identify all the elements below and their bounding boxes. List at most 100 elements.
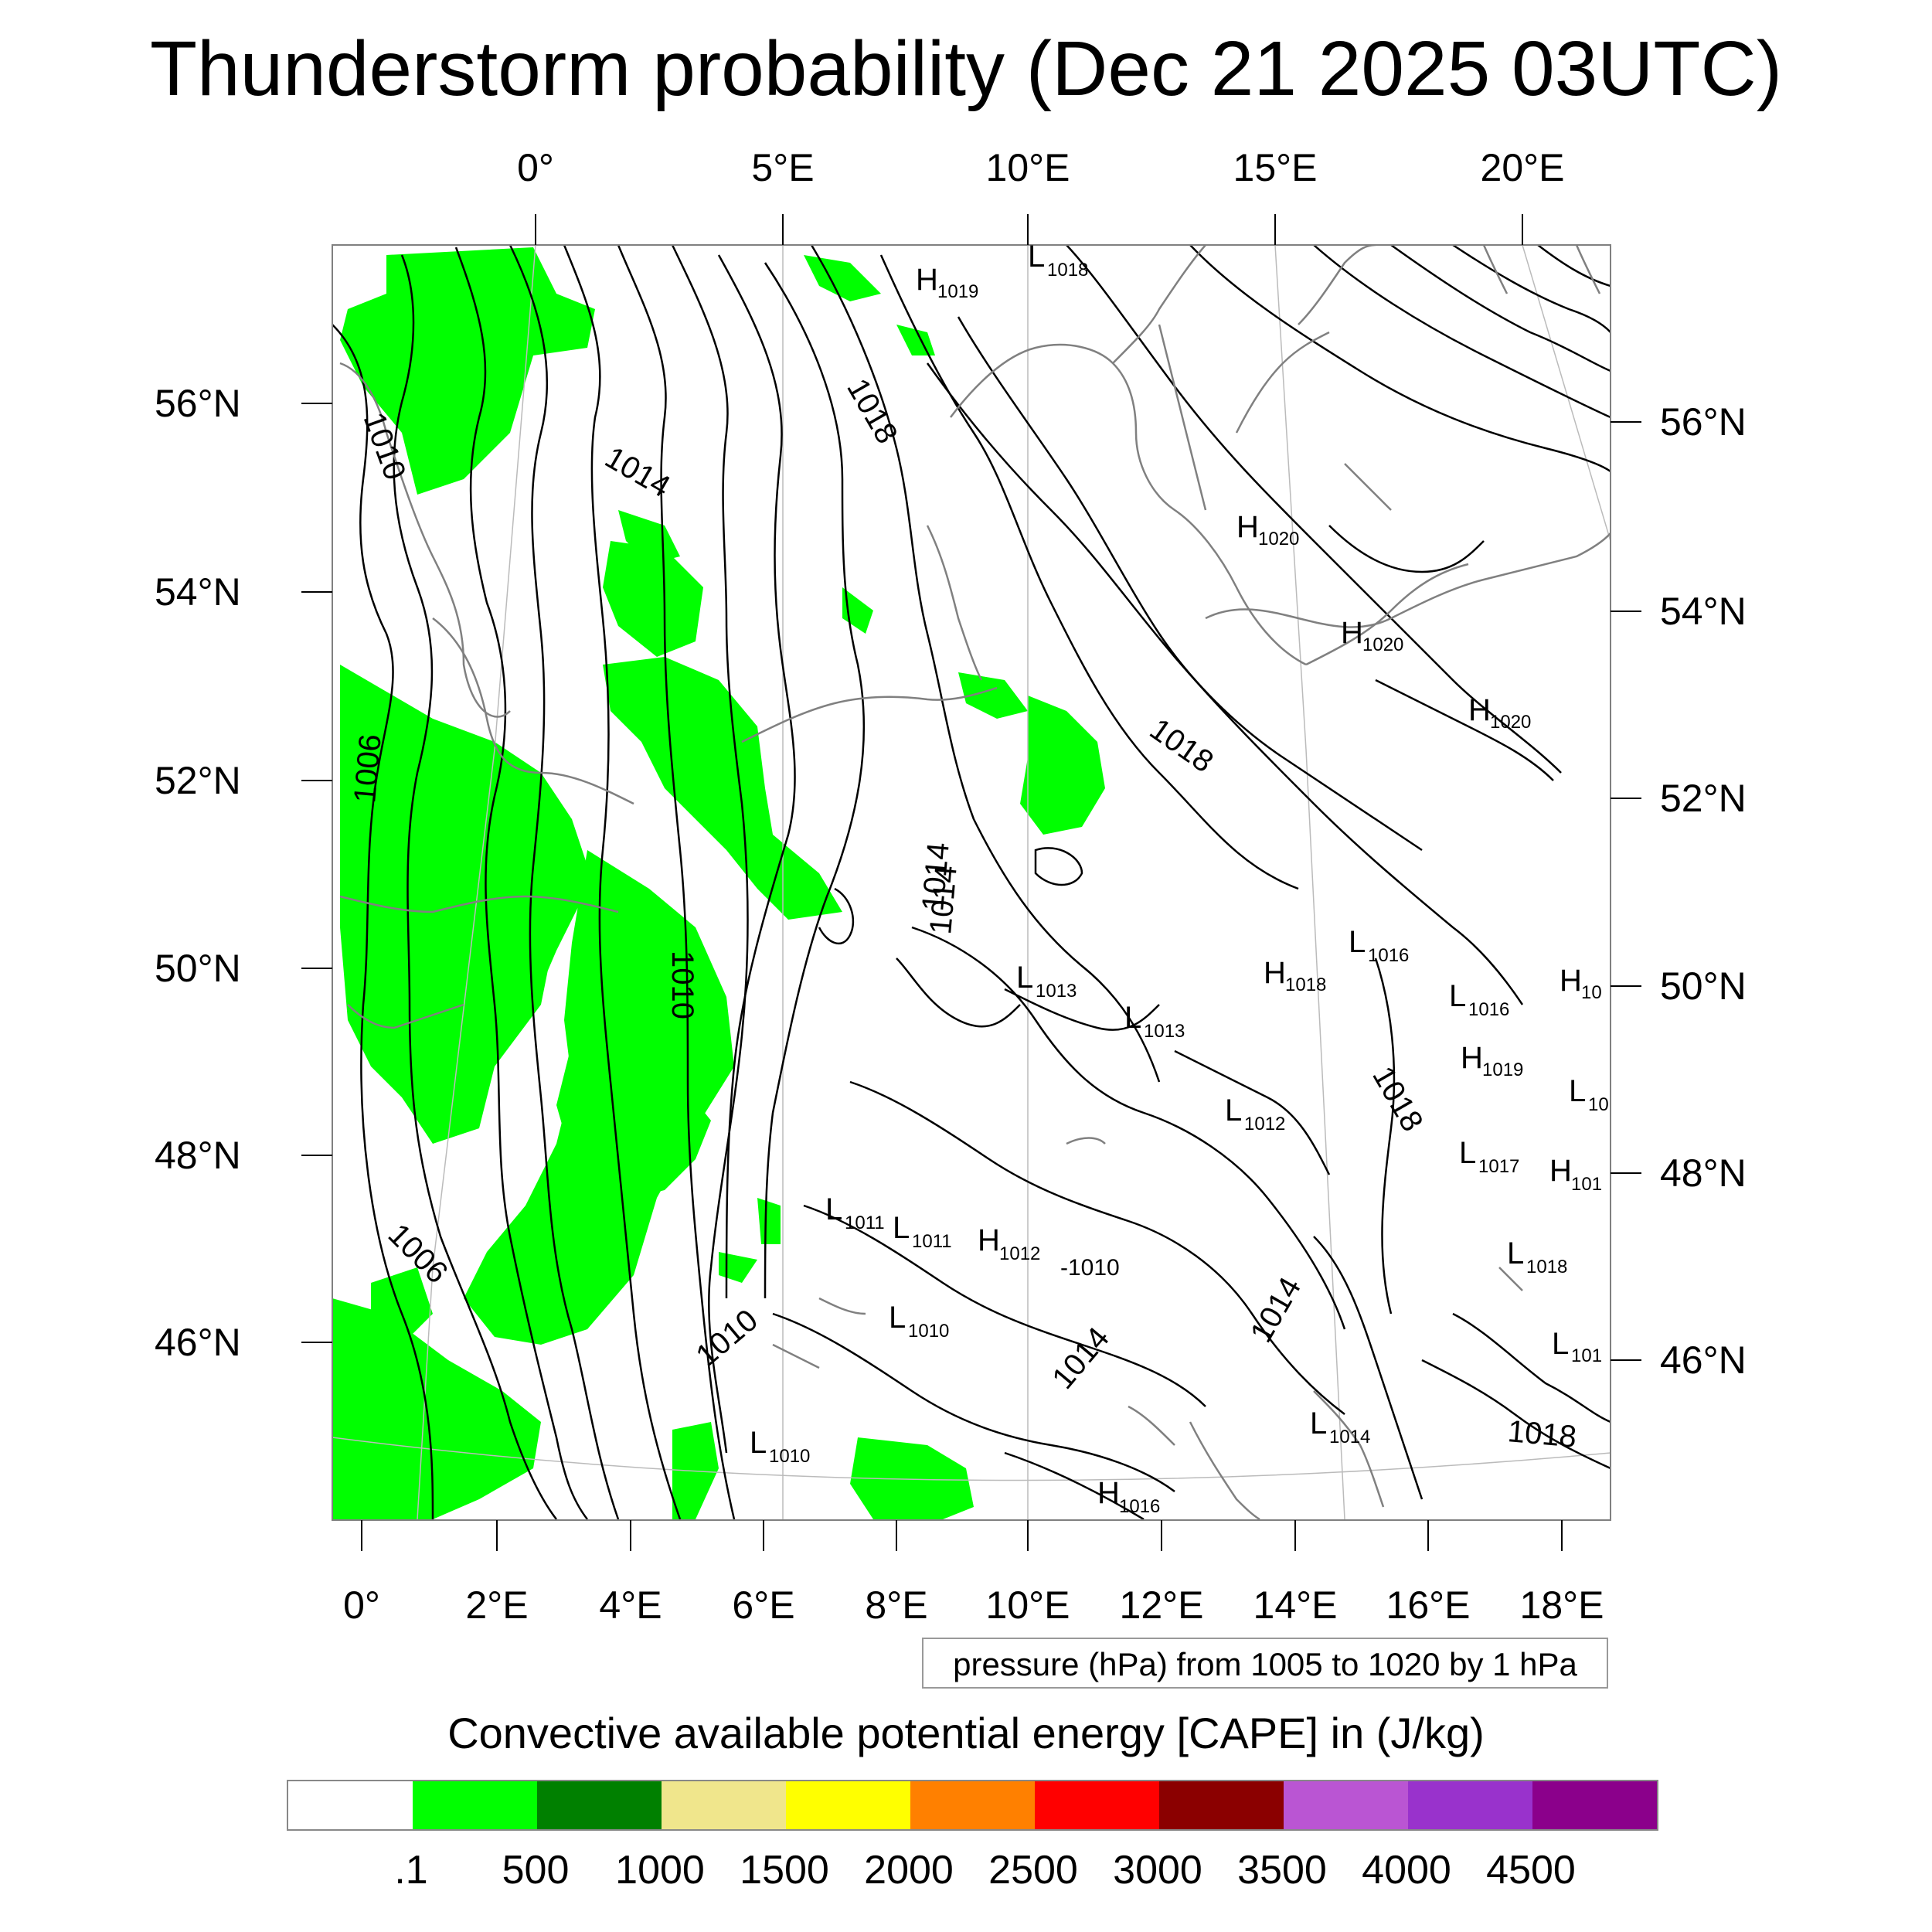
coastline bbox=[1305, 563, 1469, 666]
right-lat-label: 54°N bbox=[1660, 590, 1747, 633]
isobar bbox=[1421, 1359, 1611, 1470]
coastline bbox=[1344, 463, 1392, 511]
cape-area bbox=[958, 672, 1028, 719]
colorbar-swatch bbox=[288, 1781, 413, 1829]
svg-text:1012: 1012 bbox=[1244, 1114, 1285, 1134]
colorbar-label: 1500 bbox=[740, 1848, 829, 1893]
isobar bbox=[849, 1080, 1345, 1415]
svg-text:L: L bbox=[889, 1301, 906, 1335]
svg-text:101: 101 bbox=[1571, 1174, 1602, 1195]
isobar bbox=[818, 887, 855, 944]
colorbar-label: 500 bbox=[502, 1848, 570, 1893]
pressure-center: L 1011 bbox=[825, 1192, 885, 1233]
colorbar-swatch bbox=[1284, 1781, 1408, 1829]
coastline bbox=[339, 895, 619, 913]
svg-text:H: H bbox=[1236, 510, 1259, 544]
right-lat-label: 46°N bbox=[1660, 1338, 1747, 1382]
svg-text:1014: 1014 bbox=[1329, 1427, 1370, 1447]
colorbar-swatch bbox=[662, 1781, 786, 1829]
pressure-center: L 1012 bbox=[1225, 1094, 1285, 1134]
svg-text:H: H bbox=[1549, 1154, 1572, 1188]
isobar bbox=[1034, 847, 1083, 886]
svg-text:L: L bbox=[1310, 1406, 1327, 1440]
svg-text:1011: 1011 bbox=[845, 1213, 885, 1233]
top-lon-label: 5°E bbox=[751, 146, 815, 189]
svg-text:1018: 1018 bbox=[1047, 260, 1088, 281]
pressure-center: H 1018 bbox=[1264, 956, 1326, 995]
pressure-center: L 101 bbox=[1552, 1327, 1602, 1366]
cape-areas bbox=[332, 247, 1105, 1519]
svg-text:1010: 1010 bbox=[769, 1446, 810, 1467]
coastline bbox=[1158, 324, 1207, 511]
isobar bbox=[671, 245, 749, 1454]
colorbar-label: 4500 bbox=[1486, 1848, 1576, 1893]
colorbar-label: 3500 bbox=[1237, 1848, 1327, 1893]
svg-text:L: L bbox=[1124, 1001, 1141, 1035]
svg-text:1018: 1018 bbox=[1285, 975, 1326, 995]
cape-area bbox=[371, 1267, 433, 1345]
colorbar-swatch bbox=[413, 1781, 537, 1829]
isobar bbox=[1328, 525, 1485, 573]
left-lat-label: 48°N bbox=[155, 1134, 241, 1177]
bottom-lon-label: 10°E bbox=[985, 1583, 1070, 1627]
bottom-lon-label: 8°E bbox=[865, 1583, 928, 1627]
bottom-lon-label: 2°E bbox=[465, 1583, 529, 1627]
svg-text:1016: 1016 bbox=[1468, 999, 1509, 1020]
isobars bbox=[332, 245, 1611, 1520]
cape-area bbox=[340, 247, 595, 495]
pressure-center: L 1013 bbox=[1016, 961, 1077, 1002]
pressure-center: L 1010 bbox=[889, 1301, 949, 1342]
colorbar-label: 2000 bbox=[864, 1848, 954, 1893]
svg-text:1012: 1012 bbox=[999, 1243, 1040, 1264]
left-lat-label: 46°N bbox=[155, 1321, 241, 1364]
isobar bbox=[957, 316, 1423, 852]
pressure-center: L 1016 bbox=[1349, 925, 1409, 966]
colorbar-swatch bbox=[1532, 1781, 1657, 1829]
colorbar bbox=[287, 1780, 1658, 1831]
isobar bbox=[1004, 988, 1160, 1031]
isobar bbox=[717, 254, 796, 1299]
pressure-center: L 1014 bbox=[1310, 1406, 1370, 1447]
right-lat-label: 56°N bbox=[1660, 400, 1747, 444]
cape-area bbox=[448, 742, 587, 1020]
map-frame bbox=[332, 244, 1611, 1521]
top-lon-label: 15°E bbox=[1233, 146, 1318, 189]
isobar bbox=[1537, 245, 1611, 287]
pressure-center: H 1019 bbox=[916, 263, 978, 302]
coastline bbox=[347, 1003, 464, 1029]
svg-text:H: H bbox=[916, 263, 938, 297]
pressure-center: H 1019 bbox=[1461, 1041, 1523, 1080]
cape-area bbox=[1020, 696, 1105, 835]
pressure-center: H 1020 bbox=[1236, 510, 1299, 549]
isobar bbox=[617, 245, 736, 1520]
colorbar-swatch bbox=[1159, 1781, 1284, 1829]
cape-area bbox=[332, 1298, 541, 1519]
isobar bbox=[810, 245, 1161, 1083]
isobar bbox=[332, 324, 434, 1520]
isobar bbox=[1452, 245, 1611, 333]
svg-text:1013: 1013 bbox=[1036, 981, 1077, 1002]
pressure-center: H 101 bbox=[1549, 1154, 1602, 1195]
cape-area bbox=[850, 1437, 974, 1519]
pressure-center: H 1020 bbox=[1341, 616, 1403, 655]
left-lat-label: 56°N bbox=[155, 382, 241, 425]
isobar bbox=[563, 245, 682, 1520]
pressure-center: L 1013 bbox=[1124, 1001, 1185, 1042]
pressure-center: L 1018 bbox=[1028, 240, 1088, 281]
coastline bbox=[1498, 1267, 1523, 1291]
isobar bbox=[772, 1312, 1175, 1493]
cape-area bbox=[618, 510, 680, 564]
svg-text:1019: 1019 bbox=[937, 281, 978, 302]
colorbar-label: 2500 bbox=[988, 1848, 1078, 1893]
cape-area bbox=[757, 1198, 781, 1244]
colorbar-label: .1 bbox=[394, 1848, 428, 1893]
coastline bbox=[741, 686, 998, 743]
svg-text:L: L bbox=[1349, 925, 1366, 959]
left-lat-label: 54°N bbox=[155, 570, 241, 614]
pressure-center: L 1016 bbox=[1449, 979, 1509, 1020]
top-lon-label: 20°E bbox=[1480, 146, 1565, 189]
coastline bbox=[926, 525, 983, 681]
pressure-center: H 1020 bbox=[1468, 693, 1531, 733]
svg-text:H: H bbox=[1341, 616, 1363, 650]
